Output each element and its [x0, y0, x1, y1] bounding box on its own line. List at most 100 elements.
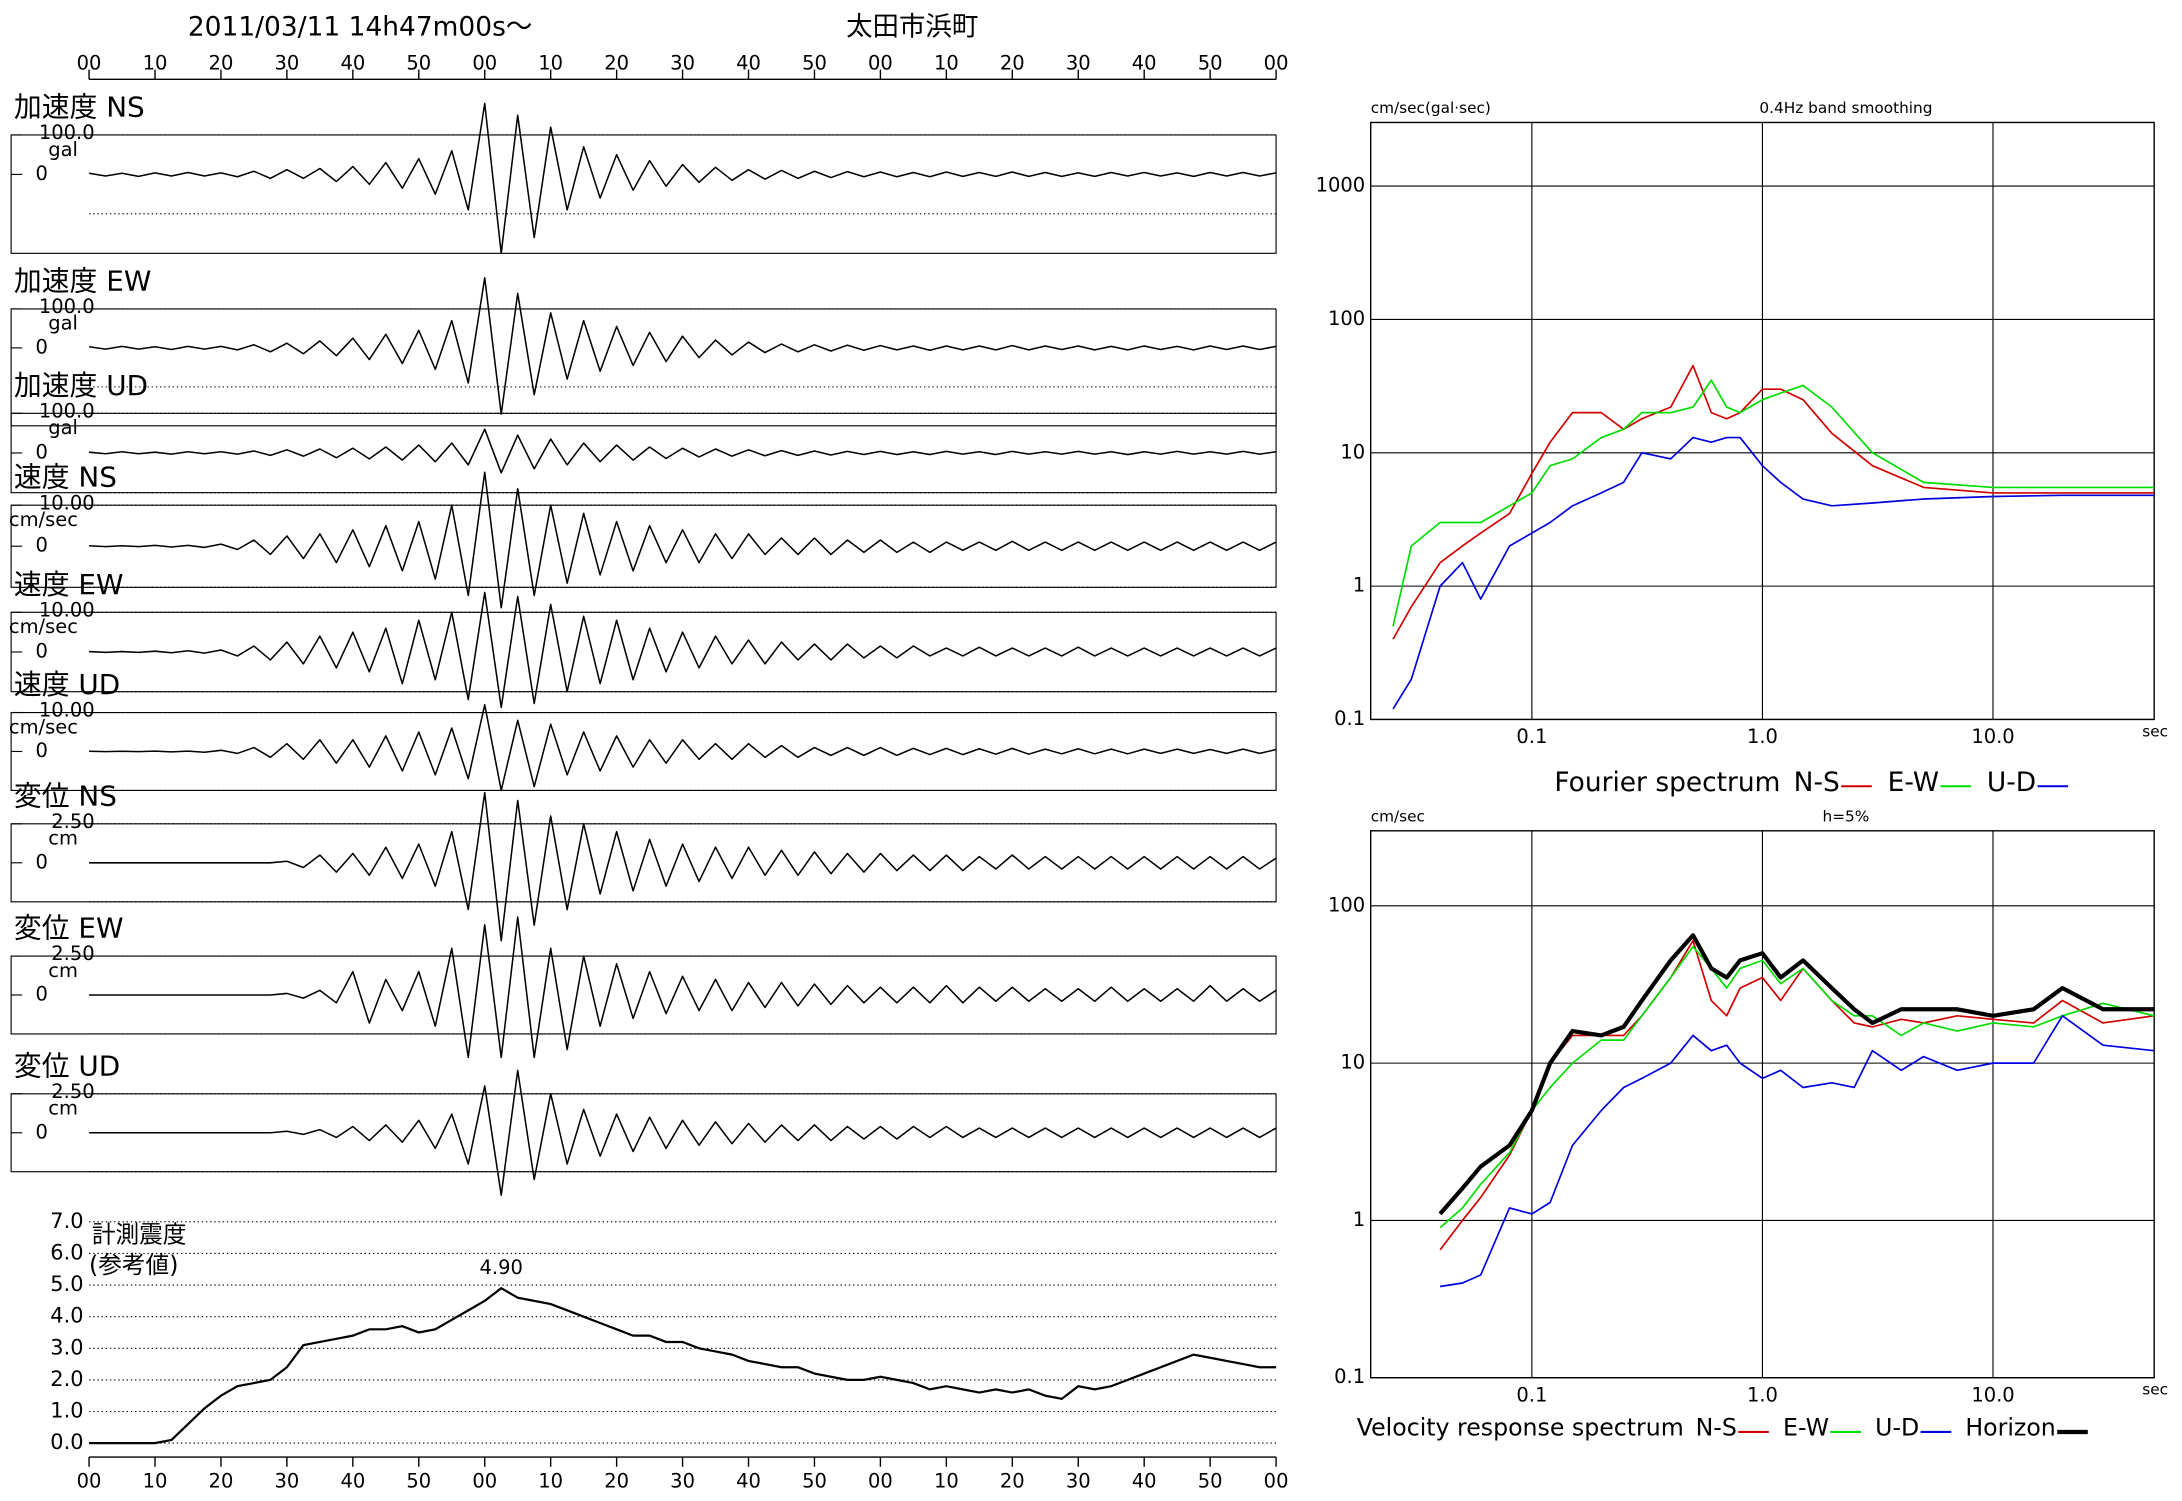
- time-tick-label: 00: [1264, 1470, 1289, 1493]
- y-tick-label: 0.0: [50, 1430, 83, 1454]
- time-tick-label: 00: [868, 1470, 893, 1493]
- y-tick-label: 0: [36, 850, 48, 873]
- time-tick-label: 50: [406, 52, 431, 75]
- y-tick-label: 10: [1340, 1051, 1365, 1074]
- time-tick-label: 10: [934, 52, 959, 75]
- time-tick-label: 50: [406, 1470, 431, 1493]
- x-axis-label: sec: [2142, 722, 2168, 740]
- y-tick-label: 2.0: [50, 1367, 83, 1391]
- time-tick-label: 30: [1066, 1470, 1091, 1493]
- panel-title: 加速度 UD: [14, 369, 148, 402]
- time-tick-label: 00: [472, 1470, 497, 1493]
- y-tick-label: 0: [36, 739, 48, 762]
- y-tick-label: 1.0: [50, 1398, 83, 1422]
- y-tick-label: 100.0: [39, 399, 95, 422]
- waveform-line: [89, 591, 1277, 709]
- y-tick-label: 0: [36, 534, 48, 557]
- y-tick-label: 100: [1328, 893, 1365, 916]
- panel-unit: cm: [48, 959, 78, 982]
- panel-unit: cm/sec: [9, 615, 78, 638]
- time-tick-label: 00: [868, 52, 893, 75]
- panel-title: 変位 NS: [14, 779, 117, 812]
- time-tick-label: 10: [538, 1470, 563, 1493]
- panel-title: 加速度 EW: [14, 264, 151, 297]
- y-tick-label: 1: [1353, 574, 1365, 597]
- spectrum-line: [1392, 364, 2155, 640]
- time-tick-label: 40: [736, 1470, 761, 1493]
- time-tick-label: 10: [143, 1470, 168, 1493]
- y-tick-label: 0: [36, 639, 48, 662]
- x-tick-label: 0.1: [1516, 725, 1547, 748]
- panel-title: 変位 UD: [14, 1049, 120, 1082]
- time-tick-label: 20: [1000, 52, 1025, 75]
- y-tick-label: 0: [36, 162, 48, 185]
- y-tick-label: 10.00: [39, 699, 95, 722]
- y-tick-label: 1000: [1316, 174, 1366, 197]
- time-tick-label: 30: [1066, 52, 1091, 75]
- panel-title: 速度 UD: [14, 668, 120, 701]
- y-tick-label: 4.0: [50, 1304, 83, 1328]
- panel-title: 速度 NS: [14, 461, 117, 494]
- panel-title: 加速度 NS: [14, 91, 145, 124]
- spectrum-line: [1438, 933, 2155, 1216]
- y-axis-label: cm/sec: [1371, 807, 1425, 825]
- panel-title: 速度 EW: [14, 568, 124, 601]
- waveform-line: [88, 277, 1277, 415]
- y-tick-label: 0.1: [1334, 1365, 1365, 1388]
- waveform-line: [88, 428, 1277, 474]
- time-tick-label: 50: [1198, 1470, 1223, 1493]
- time-tick-label: 50: [802, 1470, 827, 1493]
- x-tick-label: 10.0: [1971, 1383, 2014, 1406]
- panel-unit: cm: [48, 1097, 78, 1120]
- legend-label: E-W: [1888, 767, 1939, 798]
- spectrum-line: [1392, 436, 2155, 710]
- time-tick-label: 30: [275, 1470, 300, 1493]
- time-tick-label: 00: [77, 1470, 102, 1493]
- chart-subtitle: 0.4Hz band smoothing: [1759, 99, 1932, 117]
- time-tick-label: 30: [670, 52, 695, 75]
- y-tick-label: 10.00: [39, 598, 95, 621]
- y-tick-label: 1: [1353, 1208, 1365, 1231]
- time-tick-label: 20: [209, 1470, 234, 1493]
- panel-unit: gal: [48, 416, 78, 439]
- panel-title: 変位 EW: [14, 912, 124, 945]
- time-tick-label: 40: [340, 1470, 365, 1493]
- y-tick-label: 10: [1340, 440, 1365, 463]
- time-tick-label: 20: [604, 52, 629, 75]
- chart-subtitle: (参考値): [89, 1251, 178, 1279]
- y-tick-label: 2.50: [51, 810, 94, 833]
- y-axis-label: cm/sec(gal·sec): [1371, 99, 1491, 117]
- time-tick-label: 40: [736, 52, 761, 75]
- chart-title: 計測震度: [92, 1220, 187, 1248]
- record-datetime: 2011/03/11 14h47m00s～: [188, 11, 532, 42]
- waveform-line: [89, 1069, 1277, 1196]
- y-tick-label: 0.1: [1334, 707, 1365, 730]
- x-tick-label: 10.0: [1971, 725, 2014, 748]
- legend-label: Horizon: [1965, 1414, 2055, 1442]
- legend-label: U-D: [1987, 767, 2036, 798]
- time-tick-label: 20: [209, 52, 234, 75]
- panel-unit: cm/sec: [9, 715, 78, 738]
- x-axis-label: sec: [2142, 1381, 2168, 1399]
- y-tick-label: 0: [36, 335, 48, 358]
- time-tick-label: 30: [275, 52, 300, 75]
- y-tick-label: 3.0: [50, 1335, 83, 1359]
- y-tick-label: 5.0: [50, 1272, 83, 1296]
- time-tick-label: 20: [604, 1470, 629, 1493]
- legend-label: N-S: [1794, 767, 1840, 798]
- legend-label: U-D: [1875, 1414, 1919, 1442]
- x-tick-label: 0.1: [1516, 1383, 1547, 1406]
- time-tick-label: 40: [1132, 1470, 1157, 1493]
- time-tick-label: 00: [472, 52, 497, 75]
- legend-label: N-S: [1696, 1414, 1737, 1442]
- y-tick-label: 100.0: [39, 121, 95, 144]
- chart-subtitle: h=5%: [1823, 807, 1870, 825]
- y-tick-label: 100: [1328, 307, 1365, 330]
- panel-unit: cm: [48, 827, 78, 850]
- waveform-line: [89, 471, 1277, 609]
- y-tick-label: 2.50: [51, 1080, 94, 1103]
- x-tick-label: 1.0: [1747, 725, 1778, 748]
- time-tick-label: 20: [1000, 1470, 1025, 1493]
- time-tick-label: 30: [670, 1470, 695, 1493]
